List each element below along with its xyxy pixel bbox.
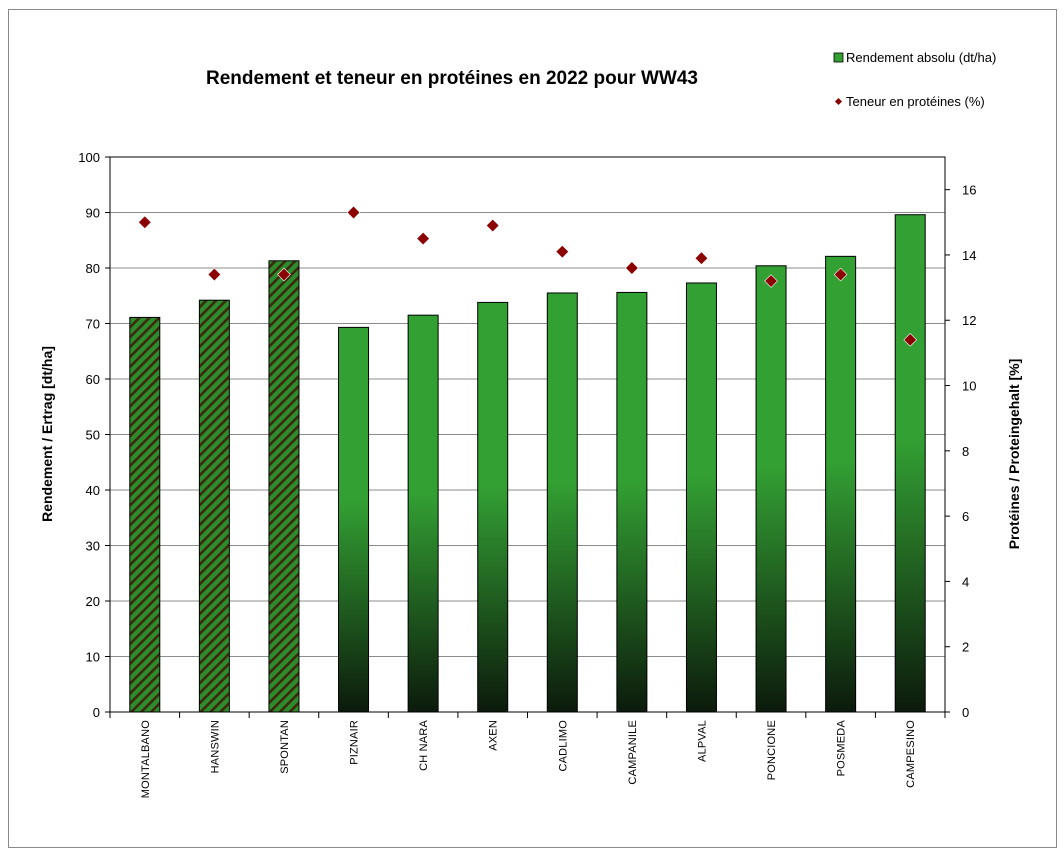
y2-tick-label: 12 <box>962 313 976 328</box>
y2-tick-label: 10 <box>962 379 976 394</box>
y-tick-label: 20 <box>86 594 100 609</box>
bar-piznair <box>338 326 370 713</box>
legend-bar-label: Rendement absolu (dt/ha) <box>846 50 996 65</box>
y-tick-label: 50 <box>86 428 100 443</box>
y2-tick-label: 14 <box>962 248 976 263</box>
protein-point-posmeda <box>833 267 848 282</box>
bar-ch-nara <box>407 314 439 713</box>
y2-tick-label: 8 <box>962 444 969 459</box>
bar-alpval <box>685 282 717 713</box>
protein-point-campesino <box>903 333 917 347</box>
bar-montalbano <box>129 316 161 713</box>
y2-axis-label: Protéines / Proteingehalt [%] <box>1006 359 1022 550</box>
category-label: PONCIONE <box>766 720 778 780</box>
protein-point-piznair <box>346 205 361 220</box>
bar-series <box>129 214 926 713</box>
y2-tick-label: 16 <box>962 183 976 198</box>
y2-tick-label: 0 <box>962 705 969 720</box>
protein-point-campanile <box>625 261 639 275</box>
category-label: CADLIMO <box>557 720 569 772</box>
category-label: CH NARA <box>418 720 430 771</box>
category-label: PIZNAIR <box>349 720 361 765</box>
y-tick-label: 60 <box>86 372 100 387</box>
y-tick-label: 80 <box>86 261 100 276</box>
protein-point-cadlimo <box>555 244 570 259</box>
protein-point-poncione <box>764 274 778 288</box>
category-label: ALPVAL <box>696 720 708 762</box>
category-label: CAMPANILE <box>627 720 639 785</box>
category-label: AXEN <box>488 720 500 751</box>
bar-axen <box>477 301 509 713</box>
y-tick-label: 30 <box>86 539 100 554</box>
category-label: SPONTAN <box>279 720 291 774</box>
y2-tick-label: 2 <box>962 640 969 655</box>
bar-poncione <box>755 265 787 713</box>
y2-tick-label: 6 <box>962 509 969 524</box>
y-tick-label: 70 <box>86 317 100 332</box>
y-tick-label: 10 <box>86 650 100 665</box>
y-tick-label: 100 <box>78 150 100 165</box>
y-axis-label: Rendement / Ertrag [dt/ha] <box>39 346 55 522</box>
bar-cadlimo <box>546 292 578 713</box>
chart-frame <box>8 9 1057 848</box>
y2-tick-label: 4 <box>962 574 969 589</box>
category-axis: MONTALBANO HANSWIN SPONTAN PIZNAIR CH NARA AX… <box>109 712 946 798</box>
legend-protein-label: Teneur en protéines (%) <box>846 94 985 109</box>
y-tick-label: 90 <box>86 206 100 221</box>
category-label: HANSWIN <box>209 720 221 773</box>
y-tick-label: 40 <box>86 483 100 498</box>
bar-spontan <box>268 260 300 713</box>
protein-point-hanswin <box>207 267 222 282</box>
gridlines <box>110 212 945 657</box>
right-axis: 0 2 4 6 8 10 12 14 16 <box>945 183 976 720</box>
bar-hanswin <box>198 299 230 713</box>
category-label: POSMEDA <box>836 720 848 777</box>
bar-posmeda <box>825 255 857 713</box>
bar-campanile <box>616 291 648 713</box>
bar-campesino <box>894 214 926 713</box>
chart-title: Rendement et teneur en protéines en 2022… <box>206 68 698 89</box>
protein-point-spontan <box>277 267 291 282</box>
protein-point-axen <box>485 218 500 233</box>
protein-series <box>138 205 917 347</box>
protein-point-montalbano <box>138 215 152 230</box>
protein-point-ch-nara <box>416 231 430 246</box>
category-label: CAMPESINO <box>905 720 917 788</box>
legend-bar-swatch <box>833 52 844 63</box>
legend: Rendement absolu (dt/ha) Teneur en proté… <box>833 50 996 109</box>
left-axis: 0 10 20 30 40 50 60 70 80 90 100 <box>78 150 110 720</box>
legend-protein-swatch <box>834 97 843 106</box>
y-tick-label: 0 <box>93 705 100 720</box>
protein-point-alpval <box>694 251 709 265</box>
category-label: MONTALBANO <box>140 720 152 798</box>
